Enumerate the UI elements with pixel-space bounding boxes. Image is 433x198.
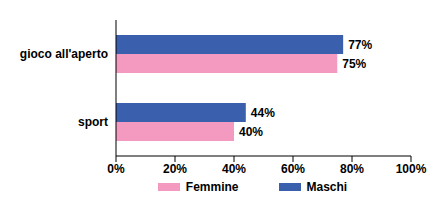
svg-text:0%: 0% bbox=[107, 162, 125, 176]
svg-text:40%: 40% bbox=[222, 162, 246, 176]
svg-text:sport: sport bbox=[78, 115, 108, 129]
svg-text:100%: 100% bbox=[396, 162, 425, 176]
html-text:Maschi: Maschi bbox=[306, 180, 348, 194]
svg-text:40%: 40% bbox=[239, 125, 263, 139]
svg-text:20%: 20% bbox=[163, 162, 187, 176]
svg-text:gioco all'aperto: gioco all'aperto bbox=[20, 47, 108, 61]
svg-text:75%: 75% bbox=[342, 57, 366, 71]
svg-text:77%: 77% bbox=[348, 38, 372, 52]
svg-text:44%: 44% bbox=[251, 106, 275, 120]
svg-text:80%: 80% bbox=[340, 162, 364, 176]
svg-text:60%: 60% bbox=[281, 162, 305, 176]
html-text:Femmine: Femmine bbox=[185, 180, 239, 194]
